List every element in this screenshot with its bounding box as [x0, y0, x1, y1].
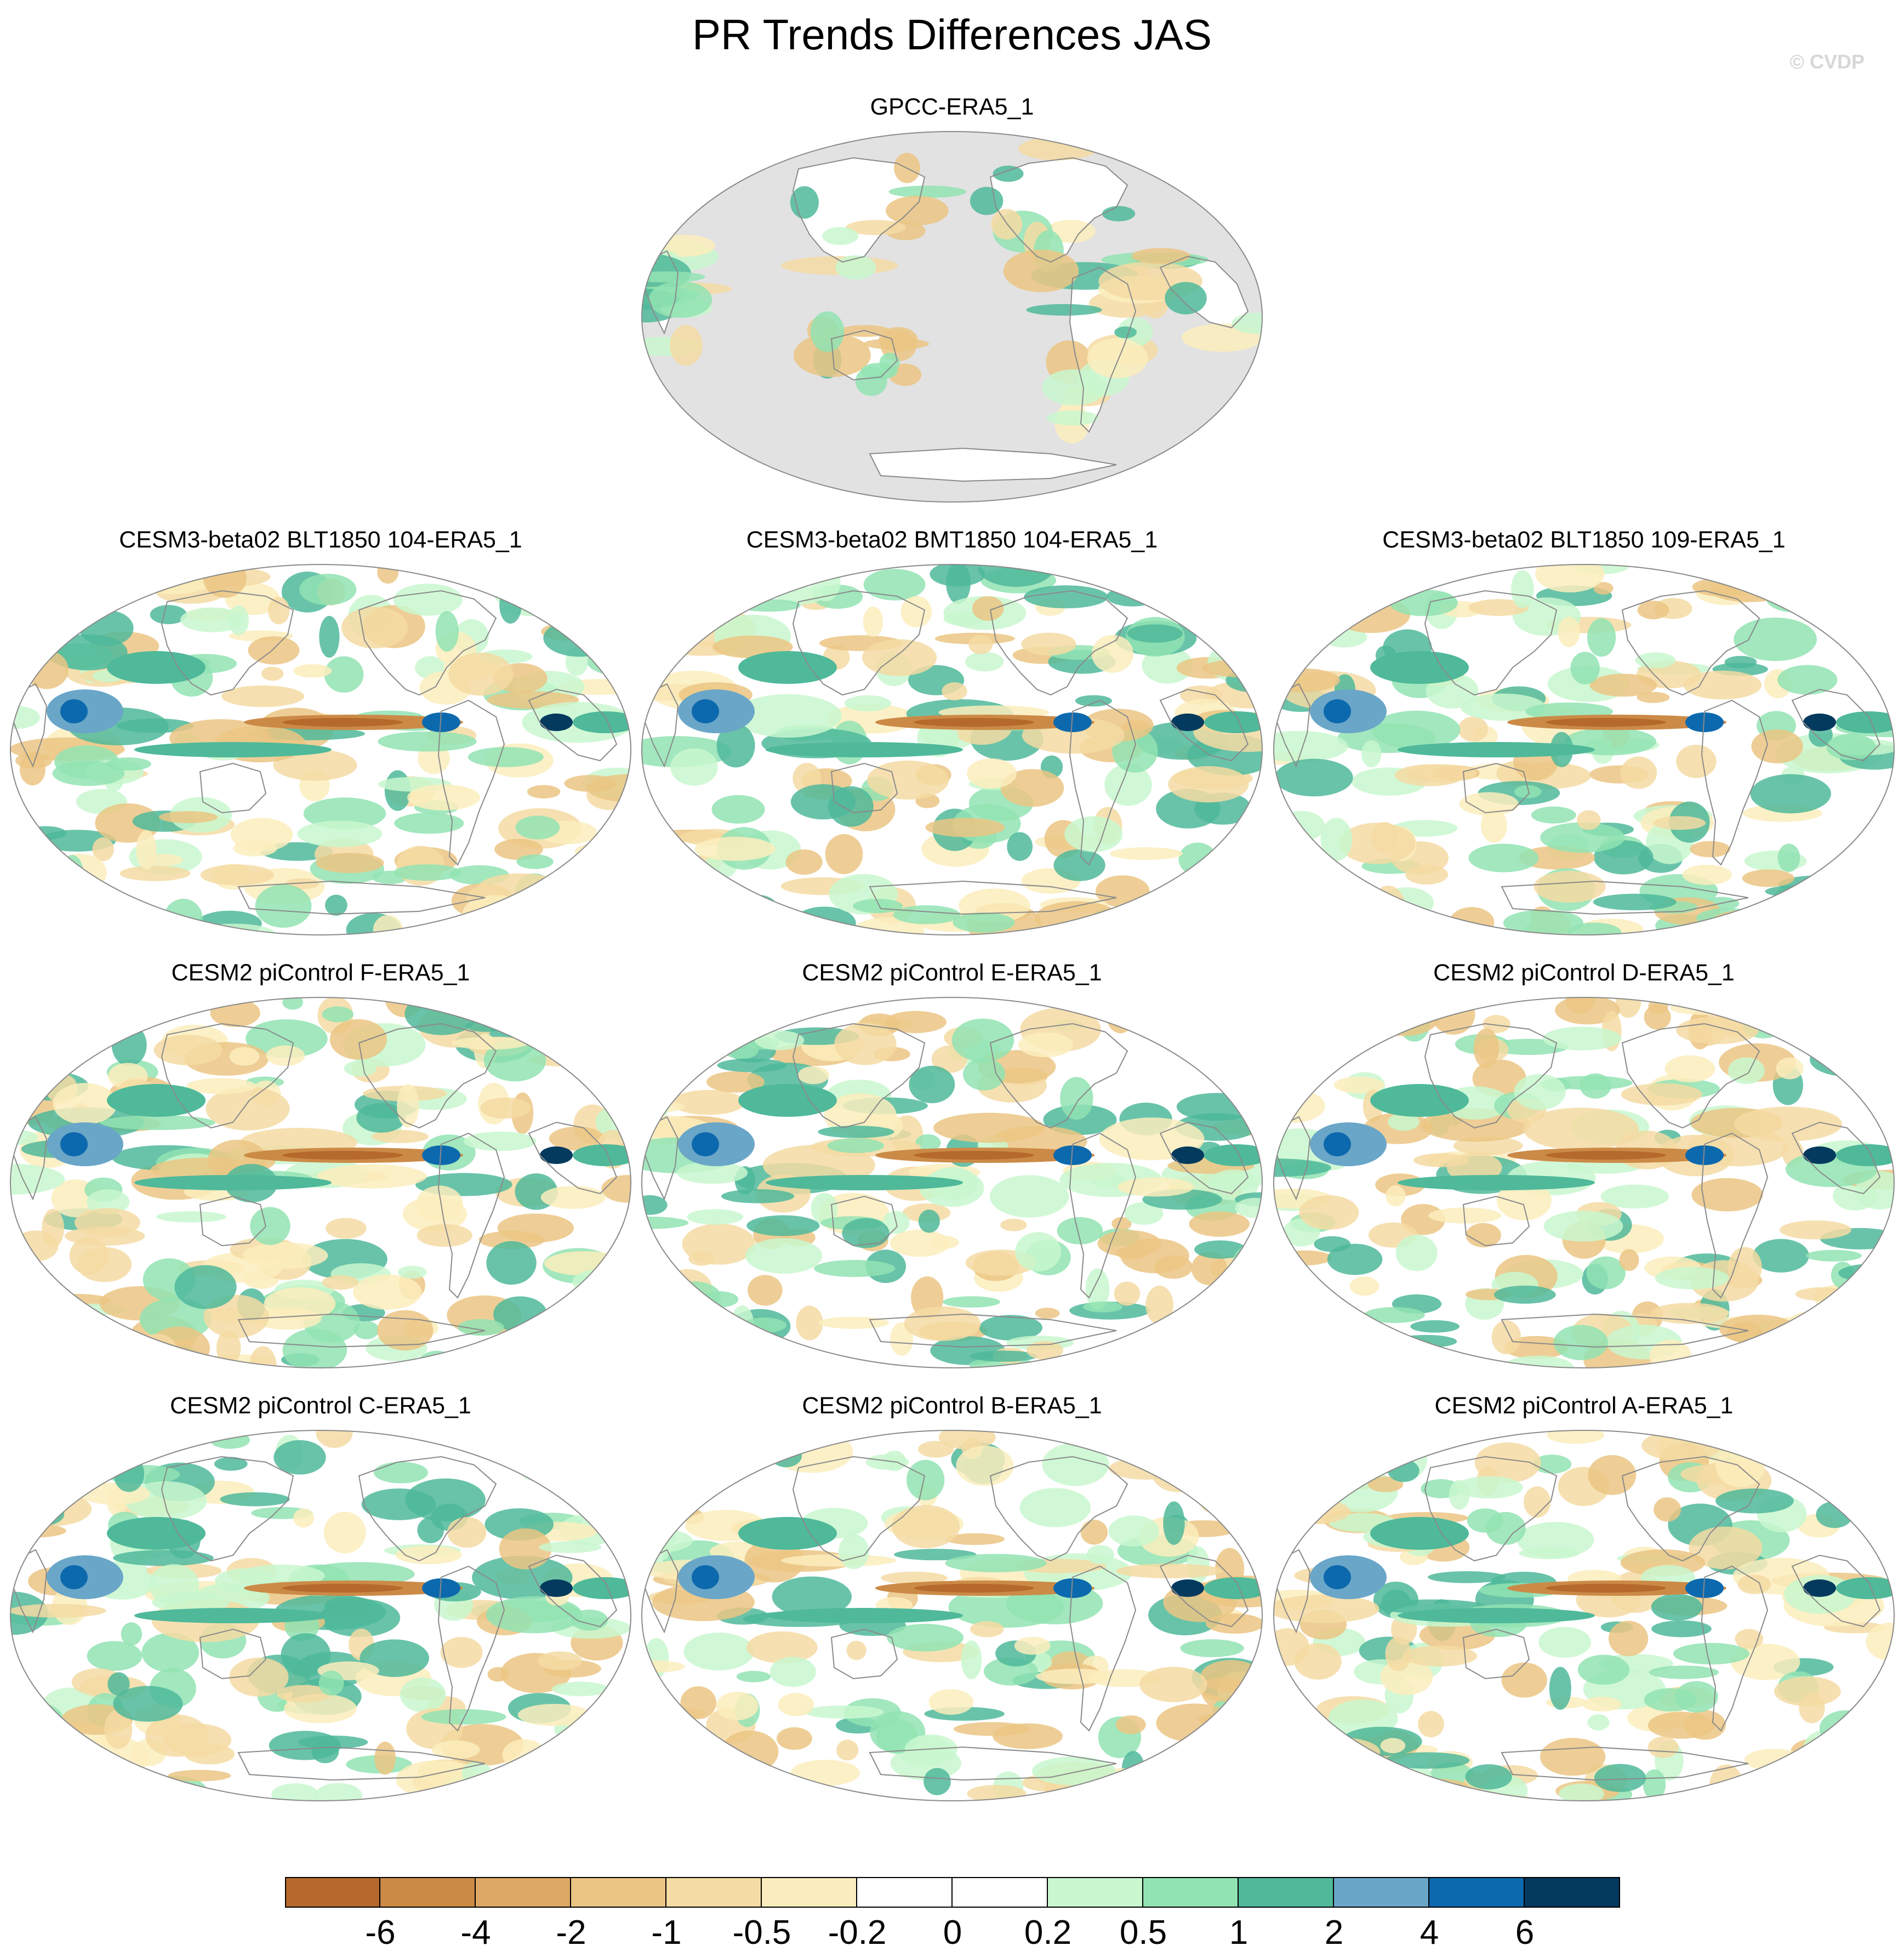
map-panel-cesm2-e: CESM2 piControl E-ERA5_1	[634, 959, 1270, 1381]
colorbar-tick-label: 4	[1420, 1914, 1439, 1952]
robinson-map	[10, 1430, 631, 1801]
map-panel-cesm2-b: CESM2 piControl B-ERA5_1	[634, 1392, 1270, 1814]
colorbar-swatch	[666, 1877, 762, 1908]
colorbar-tick-label: -2	[556, 1914, 586, 1952]
panel-title: CESM2 piControl E-ERA5_1	[802, 960, 1102, 986]
colorbar-swatch	[380, 1877, 476, 1908]
colorbar-tick-label: -0.5	[732, 1914, 791, 1952]
map-panel-cesm2-a: CESM2 piControl A-ERA5_1	[1266, 1392, 1902, 1814]
robinson-map	[641, 997, 1263, 1368]
panel-title: CESM2 piControl C-ERA5_1	[170, 1393, 471, 1419]
panel-title: CESM3-beta02 BLT1850 109-ERA5_1	[1382, 527, 1786, 553]
panel-title: CESM3-beta02 BMT1850 104-ERA5_1	[746, 527, 1158, 553]
panel-title: GPCC-ERA5_1	[870, 94, 1034, 120]
colorbar-swatch	[571, 1877, 666, 1908]
figure-title: PR Trends Differences JAS	[692, 10, 1212, 59]
map-panel-cesm3-bmt1850-104: CESM3-beta02 BMT1850 104-ERA5_1	[634, 526, 1270, 948]
robinson-map	[641, 1430, 1263, 1801]
robinson-map	[1273, 1430, 1895, 1801]
colorbar-swatch	[953, 1877, 1048, 1908]
panel-title: CESM2 piControl B-ERA5_1	[802, 1393, 1102, 1419]
colorbar-swatch	[1239, 1877, 1334, 1908]
colorbar-swatch	[476, 1877, 571, 1908]
robinson-map	[641, 131, 1263, 503]
colorbar-swatch	[1525, 1877, 1620, 1908]
colorbar-swatch	[285, 1877, 380, 1908]
copyright-watermark: © CVDP	[1789, 50, 1865, 73]
robinson-map	[641, 564, 1263, 935]
colorbar-tick-label: -0.2	[828, 1914, 887, 1952]
colorbar-swatch	[857, 1877, 953, 1908]
colorbar-swatch	[1048, 1877, 1143, 1908]
map-panel-cesm2-d: CESM2 piControl D-ERA5_1	[1266, 959, 1902, 1381]
colorbar-tick-label: 6	[1515, 1914, 1535, 1952]
colorbar-tick-label: 0.2	[1024, 1914, 1072, 1952]
map-panel-cesm3-blt1850-104: CESM3-beta02 BLT1850 104-ERA5_1	[3, 526, 639, 948]
panel-title: CESM2 piControl F-ERA5_1	[171, 960, 470, 986]
robinson-map	[10, 997, 631, 1368]
panel-title: CESM2 piControl A-ERA5_1	[1434, 1393, 1734, 1419]
colorbar-tick-label: -1	[651, 1914, 682, 1952]
panel-title: CESM2 piControl D-ERA5_1	[1433, 960, 1735, 986]
colorbar-tick-label: -6	[365, 1914, 396, 1952]
colorbar-swatch	[1143, 1877, 1239, 1908]
colorbar-swatch	[1429, 1877, 1525, 1908]
colorbar	[285, 1877, 1620, 1908]
colorbar-tick-label: 0.5	[1119, 1914, 1167, 1952]
robinson-map	[1273, 997, 1895, 1368]
colorbar-tick-label: 2	[1324, 1914, 1344, 1952]
colorbar-swatch	[762, 1877, 857, 1908]
panel-title: CESM3-beta02 BLT1850 104-ERA5_1	[119, 527, 522, 553]
map-panel-cesm2-f: CESM2 piControl F-ERA5_1	[3, 959, 639, 1381]
map-panel-cesm3-blt1850-109: CESM3-beta02 BLT1850 109-ERA5_1	[1266, 526, 1902, 948]
robinson-map	[10, 564, 631, 935]
robinson-map	[1273, 564, 1895, 935]
map-panel-cesm2-c: CESM2 piControl C-ERA5_1	[3, 1392, 639, 1814]
colorbar-tick-label: 0	[943, 1914, 962, 1952]
colorbar-tick-label: -4	[460, 1914, 491, 1952]
map-panel-gpcc: GPCC-ERA5_1	[634, 93, 1270, 515]
colorbar-swatch	[1334, 1877, 1429, 1908]
colorbar-tick-label: 1	[1229, 1914, 1249, 1952]
